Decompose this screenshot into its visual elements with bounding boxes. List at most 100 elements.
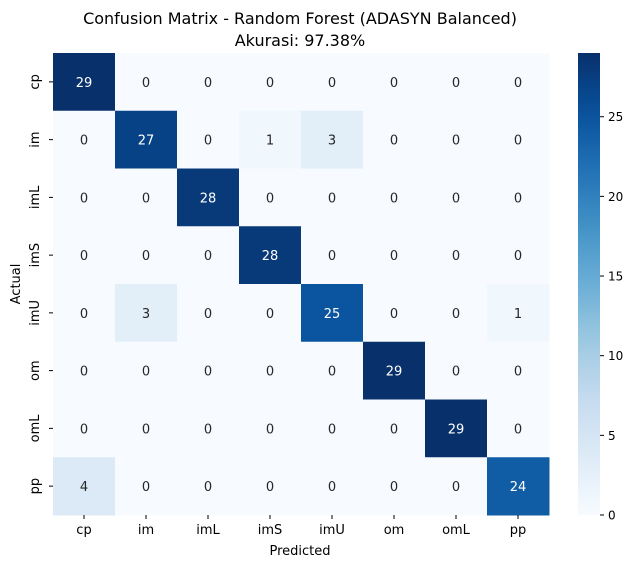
cell-value-label: 0 bbox=[452, 134, 460, 149]
heatmap-cell bbox=[425, 457, 488, 516]
cell-value-label: 28 bbox=[200, 191, 217, 206]
x-tick-label: cp bbox=[76, 523, 91, 538]
cell-value-label: 0 bbox=[204, 134, 212, 149]
cell-value-label: 0 bbox=[390, 191, 398, 206]
cell-value-label: 0 bbox=[266, 191, 274, 206]
heatmap-cell bbox=[487, 53, 550, 112]
heatmap-cell bbox=[177, 341, 240, 400]
heatmap-cell bbox=[425, 53, 488, 112]
heatmap-cell bbox=[239, 284, 302, 343]
cell-value-label: 0 bbox=[390, 480, 398, 495]
x-tick-label: omL bbox=[442, 523, 471, 538]
cell-value-label: 0 bbox=[142, 191, 150, 206]
cell-value-label: 0 bbox=[142, 249, 150, 264]
cell-value-label: 28 bbox=[262, 249, 279, 264]
cell-value-label: 0 bbox=[514, 191, 522, 206]
heatmap-cell bbox=[177, 284, 240, 343]
cell-value-label: 0 bbox=[328, 422, 336, 437]
heatmap-cell bbox=[239, 53, 302, 112]
cell-value-label: 0 bbox=[80, 307, 88, 322]
cell-value-label: 0 bbox=[204, 307, 212, 322]
cell-value-label: 27 bbox=[138, 134, 155, 149]
cell-value-label: 1 bbox=[514, 307, 522, 322]
cell-value-label: 4 bbox=[80, 480, 88, 495]
heatmap-cell bbox=[363, 226, 426, 285]
heatmap-cell bbox=[53, 457, 116, 516]
cell-value-label: 0 bbox=[328, 249, 336, 264]
cell-value-label: 0 bbox=[390, 134, 398, 149]
heatmap-cell bbox=[239, 110, 302, 169]
y-tick-label: om bbox=[28, 360, 43, 381]
heatmap-cell bbox=[53, 168, 116, 227]
heatmap-cell bbox=[53, 341, 116, 400]
heatmap-cell bbox=[239, 399, 302, 458]
x-axis-ticks: cp im imL imS imU om omL pp bbox=[76, 515, 526, 538]
cell-value-label: 1 bbox=[266, 134, 274, 149]
chart-title: Confusion Matrix - Random Forest (ADASYN… bbox=[83, 9, 517, 28]
heatmap-cell bbox=[425, 341, 488, 400]
cell-value-label: 0 bbox=[266, 365, 274, 380]
cell-value-label: 0 bbox=[204, 480, 212, 495]
y-tick-label: cp bbox=[28, 74, 43, 89]
heatmap-cell bbox=[425, 168, 488, 227]
cell-value-label: 0 bbox=[514, 134, 522, 149]
heatmap-cell bbox=[487, 168, 550, 227]
heatmap-cell bbox=[177, 168, 240, 227]
y-tick-label: imS bbox=[28, 243, 43, 268]
x-tick-label: imU bbox=[319, 523, 345, 538]
cell-value-label: 0 bbox=[328, 76, 336, 91]
heatmap-cell bbox=[301, 110, 364, 169]
cell-value-label: 0 bbox=[266, 307, 274, 322]
x-tick-label: pp bbox=[510, 523, 527, 538]
cell-value-label: 0 bbox=[452, 191, 460, 206]
y-tick-label: im bbox=[28, 131, 43, 147]
colorbar-ticks: 0 5 10 15 20 25 bbox=[600, 110, 623, 523]
heatmap-cell bbox=[177, 110, 240, 169]
cell-value-label: 0 bbox=[452, 76, 460, 91]
y-tick-label: pp bbox=[28, 478, 43, 495]
heatmap-cell bbox=[425, 284, 488, 343]
cell-value-label: 0 bbox=[514, 76, 522, 91]
heatmap-cell bbox=[363, 457, 426, 516]
heatmap-cell bbox=[487, 341, 550, 400]
cell-value-label: 0 bbox=[204, 422, 212, 437]
heatmap-cell bbox=[53, 110, 116, 169]
heatmap-cell bbox=[239, 226, 302, 285]
cell-value-label: 0 bbox=[328, 191, 336, 206]
chart-subtitle: Akurasi: 97.38% bbox=[235, 31, 366, 50]
colorbar-tick-label: 25 bbox=[608, 110, 623, 124]
cell-value-label: 29 bbox=[386, 365, 403, 380]
heatmap-cell bbox=[487, 226, 550, 285]
cell-value-label: 0 bbox=[266, 422, 274, 437]
cell-value-label: 0 bbox=[514, 249, 522, 264]
cell-value-label: 0 bbox=[204, 76, 212, 91]
cell-value-label: 0 bbox=[452, 480, 460, 495]
cell-value-label: 0 bbox=[204, 249, 212, 264]
x-tick-label: imS bbox=[258, 523, 283, 538]
cell-value-label: 0 bbox=[142, 76, 150, 91]
cell-value-label: 0 bbox=[266, 480, 274, 495]
heatmap-cell bbox=[487, 399, 550, 458]
cell-value-label: 0 bbox=[390, 307, 398, 322]
heatmap-cell bbox=[425, 399, 488, 458]
heatmap-cell bbox=[425, 226, 488, 285]
heatmap-cell bbox=[425, 110, 488, 169]
cell-value-label: 0 bbox=[80, 249, 88, 264]
cell-value-label: 0 bbox=[390, 422, 398, 437]
cell-value-label: 25 bbox=[324, 307, 341, 322]
colorbar-tick-label: 10 bbox=[608, 349, 623, 363]
heatmap-cell bbox=[301, 226, 364, 285]
cell-value-label: 0 bbox=[142, 365, 150, 380]
cell-value-label: 0 bbox=[514, 422, 522, 437]
heatmap-cell bbox=[177, 399, 240, 458]
heatmap-cell bbox=[301, 399, 364, 458]
colorbar-tick-label: 0 bbox=[608, 509, 616, 523]
heatmap-cell bbox=[53, 226, 116, 285]
heatmap-cell bbox=[115, 110, 178, 169]
cell-value-label: 0 bbox=[328, 480, 336, 495]
y-axis-label: Actual bbox=[9, 264, 24, 305]
heatmap-cell bbox=[239, 341, 302, 400]
heatmap-cell bbox=[363, 53, 426, 112]
heatmap-cell bbox=[115, 53, 178, 112]
